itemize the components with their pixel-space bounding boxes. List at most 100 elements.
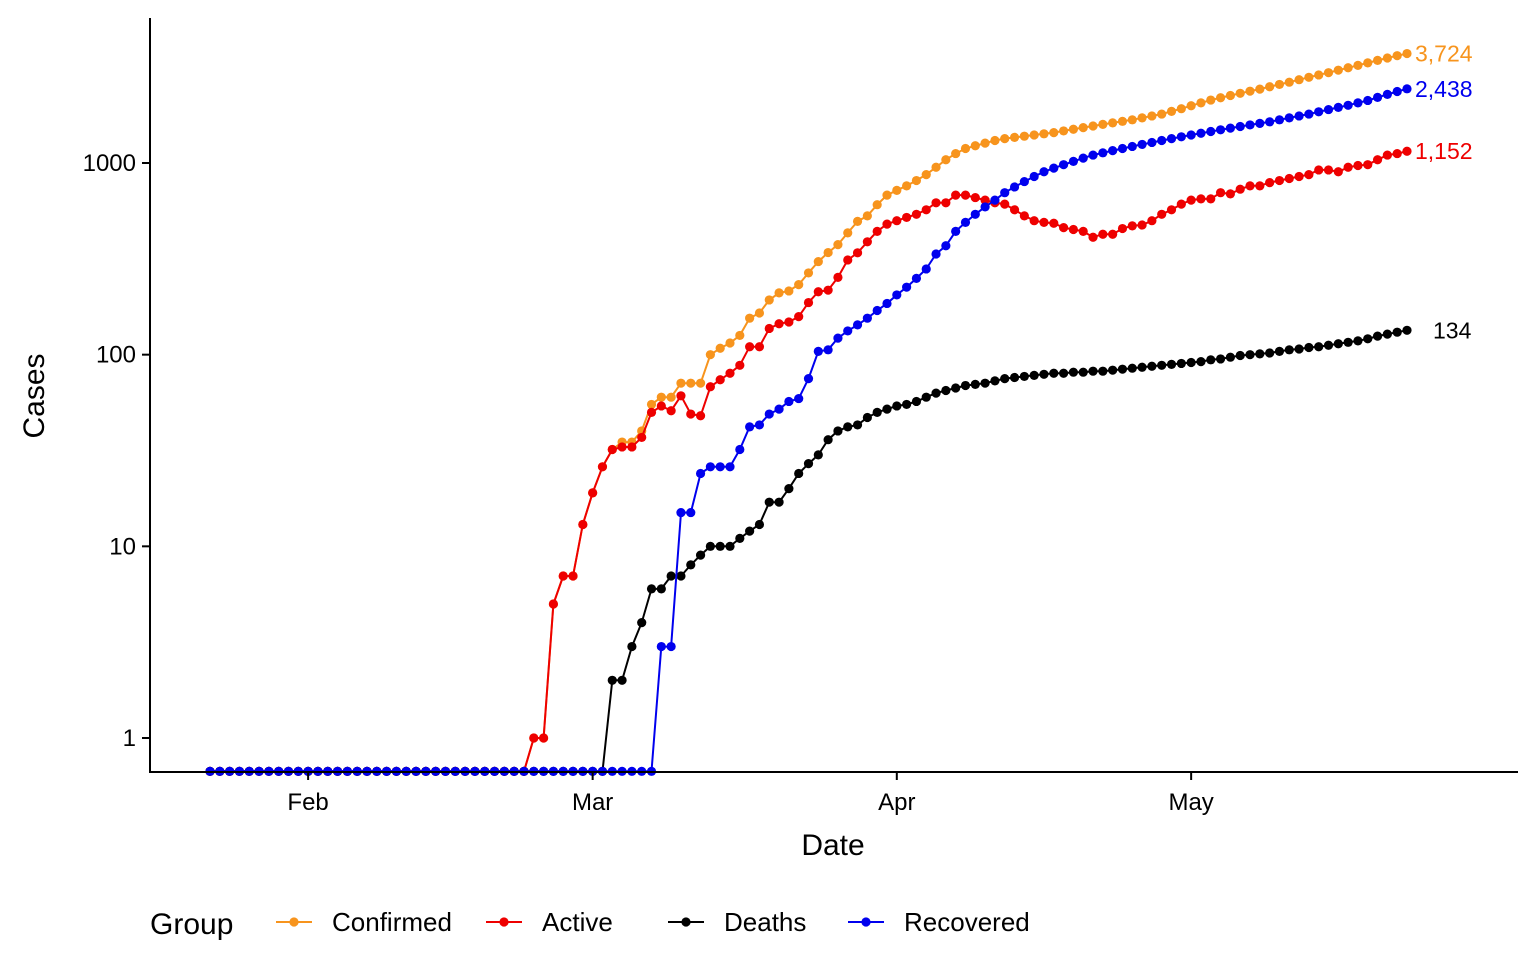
data-point xyxy=(1157,135,1167,146)
data-point xyxy=(921,169,931,180)
data-point xyxy=(951,226,961,236)
data-point xyxy=(1294,75,1304,85)
data-point xyxy=(794,468,804,479)
data-point xyxy=(735,533,745,543)
data-point xyxy=(676,378,686,388)
series-confirmed xyxy=(205,48,1412,776)
data-point xyxy=(872,200,882,210)
data-point xyxy=(931,162,941,172)
data-point xyxy=(1274,175,1285,186)
data-point xyxy=(1265,117,1275,127)
data-point xyxy=(1363,95,1373,106)
data-point xyxy=(1363,58,1373,68)
data-point xyxy=(794,393,804,404)
data-point xyxy=(1255,349,1265,359)
data-point xyxy=(951,383,961,393)
data-point xyxy=(1058,368,1069,378)
x-tick-label: May xyxy=(1168,789,1213,816)
data-point xyxy=(1323,340,1334,350)
data-point xyxy=(1009,205,1020,215)
data-point xyxy=(676,391,686,401)
data-point xyxy=(843,255,853,265)
data-point xyxy=(803,268,814,278)
end-label-deaths: 134 xyxy=(1433,317,1472,343)
data-point xyxy=(794,311,804,322)
y-tick-label: 100 xyxy=(96,342,136,369)
data-point xyxy=(646,407,657,417)
data-point xyxy=(695,378,706,388)
data-point xyxy=(686,507,696,518)
data-point xyxy=(676,571,686,581)
data-point xyxy=(1255,118,1265,128)
data-point xyxy=(646,399,657,410)
data-point xyxy=(725,368,735,378)
data-point xyxy=(803,374,814,384)
data-point xyxy=(1000,199,1010,209)
data-point xyxy=(823,247,833,258)
data-point xyxy=(715,375,725,385)
data-point xyxy=(941,198,951,208)
data-point xyxy=(715,462,725,472)
legend-key-dot xyxy=(861,917,871,927)
data-point xyxy=(656,401,666,411)
data-point xyxy=(666,406,676,416)
data-point xyxy=(813,450,823,460)
data-point xyxy=(1049,128,1059,138)
data-point xyxy=(627,641,637,652)
data-point xyxy=(872,407,882,417)
data-point xyxy=(1098,229,1108,239)
data-point xyxy=(1402,48,1412,59)
data-point xyxy=(902,181,912,191)
y-tick-label: 1000 xyxy=(83,150,136,177)
data-point xyxy=(1108,146,1118,156)
data-point xyxy=(1284,77,1294,87)
data-point xyxy=(1186,130,1196,140)
data-point xyxy=(637,432,647,443)
data-point xyxy=(1108,365,1118,375)
legend: Group Confirmed Active Deaths Recovered xyxy=(150,907,1030,941)
data-point xyxy=(1147,361,1157,371)
x-tick-label: Mar xyxy=(572,789,613,816)
data-point xyxy=(705,541,715,551)
data-point xyxy=(951,148,961,159)
data-point xyxy=(862,237,872,247)
legend-label: Recovered xyxy=(904,907,1030,937)
end-label-active: 1,152 xyxy=(1415,138,1473,164)
data-point xyxy=(980,202,990,212)
data-point xyxy=(1294,171,1304,182)
data-point xyxy=(568,571,578,581)
data-point xyxy=(1333,102,1343,113)
data-point xyxy=(1225,123,1235,133)
data-point xyxy=(715,343,725,353)
data-point xyxy=(1265,348,1275,358)
data-point xyxy=(745,422,755,432)
data-point xyxy=(764,497,774,507)
data-point xyxy=(754,342,765,352)
data-point xyxy=(882,404,892,414)
data-point xyxy=(1000,134,1010,144)
data-point xyxy=(1039,129,1049,139)
data-point xyxy=(970,192,980,203)
data-point xyxy=(960,190,971,200)
data-point xyxy=(529,733,539,743)
data-point xyxy=(666,571,676,581)
data-point xyxy=(1176,104,1186,114)
data-point xyxy=(1078,367,1088,377)
data-point xyxy=(666,392,676,402)
data-point xyxy=(1245,86,1255,96)
data-point xyxy=(1245,120,1255,130)
data-point xyxy=(1314,342,1324,352)
data-point xyxy=(872,226,882,236)
data-point xyxy=(1392,327,1402,337)
data-point xyxy=(1235,121,1245,132)
data-point xyxy=(1333,65,1343,75)
data-point xyxy=(1196,357,1206,367)
data-point xyxy=(852,248,863,258)
data-point xyxy=(1049,218,1059,228)
data-point xyxy=(1284,113,1294,123)
data-point xyxy=(1157,209,1167,219)
data-point xyxy=(990,135,1000,146)
data-point xyxy=(735,444,745,455)
data-point xyxy=(1274,346,1285,357)
data-point xyxy=(813,256,823,267)
